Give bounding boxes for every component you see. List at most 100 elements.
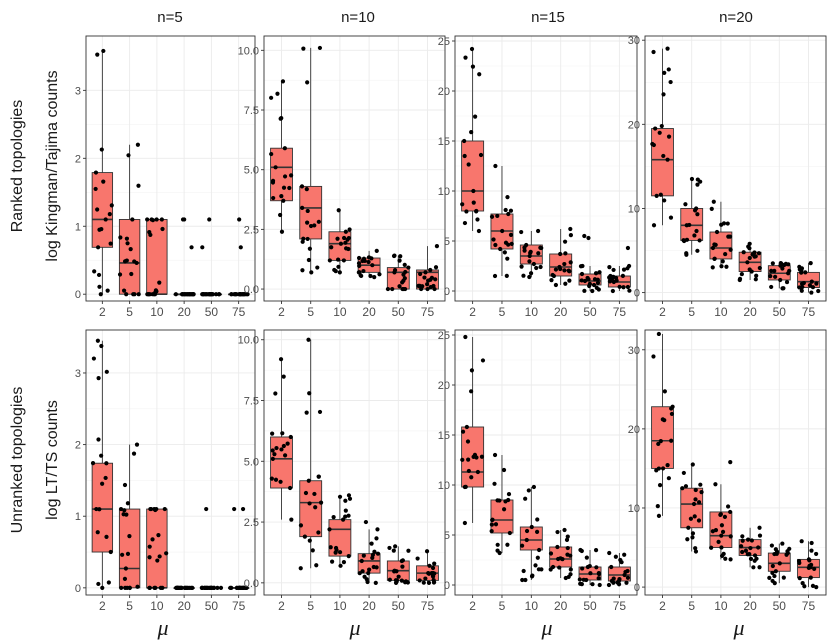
data-point bbox=[809, 279, 814, 284]
data-point bbox=[489, 529, 494, 534]
data-point bbox=[697, 238, 702, 243]
data-point bbox=[662, 70, 667, 76]
data-point bbox=[587, 563, 592, 569]
data-point bbox=[109, 203, 114, 208]
x-tick-label: 5 bbox=[307, 599, 314, 613]
col-title-n10: n=10 bbox=[341, 9, 375, 26]
data-point bbox=[124, 236, 129, 241]
data-point bbox=[684, 251, 689, 256]
y-tick-label: 10.0 bbox=[238, 45, 259, 57]
x-tick-label: 2 bbox=[469, 599, 476, 613]
data-point bbox=[120, 552, 125, 557]
data-point bbox=[393, 544, 398, 549]
data-point bbox=[100, 481, 105, 486]
data-point bbox=[810, 583, 816, 588]
data-point bbox=[307, 246, 312, 251]
data-point bbox=[565, 545, 570, 551]
y-tick-label: 3 bbox=[75, 85, 81, 97]
data-point bbox=[466, 468, 471, 474]
data-point bbox=[662, 198, 667, 203]
data-point bbox=[529, 524, 534, 530]
data-point bbox=[739, 271, 744, 277]
data-point bbox=[99, 343, 104, 349]
data-point bbox=[581, 577, 586, 582]
data-point bbox=[594, 285, 599, 290]
data-point bbox=[123, 585, 128, 590]
data-point bbox=[666, 134, 672, 139]
x-tick-label: 50 bbox=[392, 305, 406, 319]
x-tick-label: 20 bbox=[743, 599, 757, 613]
data-point bbox=[429, 275, 435, 280]
data-point bbox=[756, 545, 761, 550]
x-tick-label: 75 bbox=[802, 305, 816, 319]
data-point bbox=[660, 466, 666, 471]
data-point bbox=[654, 193, 659, 198]
data-point bbox=[816, 288, 821, 294]
y-tick-label: 5 bbox=[444, 530, 450, 542]
panel-border bbox=[644, 35, 827, 302]
data-point bbox=[283, 453, 288, 458]
data-point bbox=[101, 48, 106, 54]
data-point bbox=[121, 512, 126, 517]
data-point bbox=[619, 560, 624, 565]
data-point bbox=[370, 555, 375, 561]
data-point bbox=[477, 72, 482, 77]
row-title-ranked: Ranked topologies bbox=[9, 100, 26, 233]
data-point bbox=[656, 441, 661, 447]
data-point bbox=[780, 266, 785, 271]
data-point bbox=[310, 548, 315, 553]
data-point bbox=[693, 546, 698, 551]
data-point bbox=[106, 580, 111, 585]
data-point bbox=[280, 431, 285, 436]
data-point bbox=[305, 220, 310, 225]
data-point bbox=[785, 549, 790, 554]
data-point bbox=[739, 544, 744, 549]
data-point bbox=[288, 434, 293, 440]
data-point bbox=[698, 179, 703, 184]
data-point bbox=[713, 482, 718, 487]
data-point bbox=[463, 55, 468, 60]
data-point bbox=[328, 545, 333, 550]
x-tick-label: 10 bbox=[714, 305, 728, 319]
x-tick-label: 75 bbox=[421, 305, 435, 319]
data-point bbox=[418, 271, 423, 277]
data-point bbox=[300, 268, 305, 273]
data-point bbox=[617, 576, 622, 582]
data-point bbox=[365, 579, 370, 585]
data-point bbox=[307, 501, 312, 506]
data-point bbox=[591, 282, 597, 288]
x-tick-label: 75 bbox=[613, 305, 627, 319]
data-point bbox=[593, 548, 599, 553]
data-point bbox=[495, 548, 500, 553]
data-point bbox=[406, 548, 411, 553]
data-point bbox=[507, 530, 512, 536]
data-point bbox=[580, 566, 585, 571]
x-tick-label: 10 bbox=[714, 599, 728, 613]
data-point bbox=[160, 585, 165, 590]
data-point bbox=[118, 506, 124, 512]
data-point bbox=[577, 577, 582, 582]
data-point bbox=[338, 563, 343, 568]
data-point bbox=[710, 265, 715, 270]
data-point bbox=[336, 264, 341, 269]
y-tick-label: 2.5 bbox=[244, 517, 259, 529]
data-point bbox=[204, 506, 209, 512]
data-point bbox=[596, 570, 601, 576]
data-point bbox=[595, 280, 601, 285]
data-point bbox=[433, 265, 439, 270]
data-point bbox=[524, 528, 530, 534]
data-point bbox=[710, 245, 716, 251]
data-point bbox=[430, 573, 436, 578]
data-point bbox=[269, 151, 274, 157]
data-point bbox=[555, 529, 560, 535]
data-point bbox=[424, 549, 430, 554]
y-tick-label: 7.5 bbox=[244, 105, 259, 117]
data-point bbox=[625, 284, 631, 290]
data-point bbox=[710, 529, 715, 534]
data-point bbox=[495, 542, 500, 547]
x-tick-label: 50 bbox=[205, 599, 219, 613]
data-point bbox=[688, 516, 694, 521]
data-point bbox=[531, 484, 536, 490]
data-point bbox=[501, 467, 507, 473]
